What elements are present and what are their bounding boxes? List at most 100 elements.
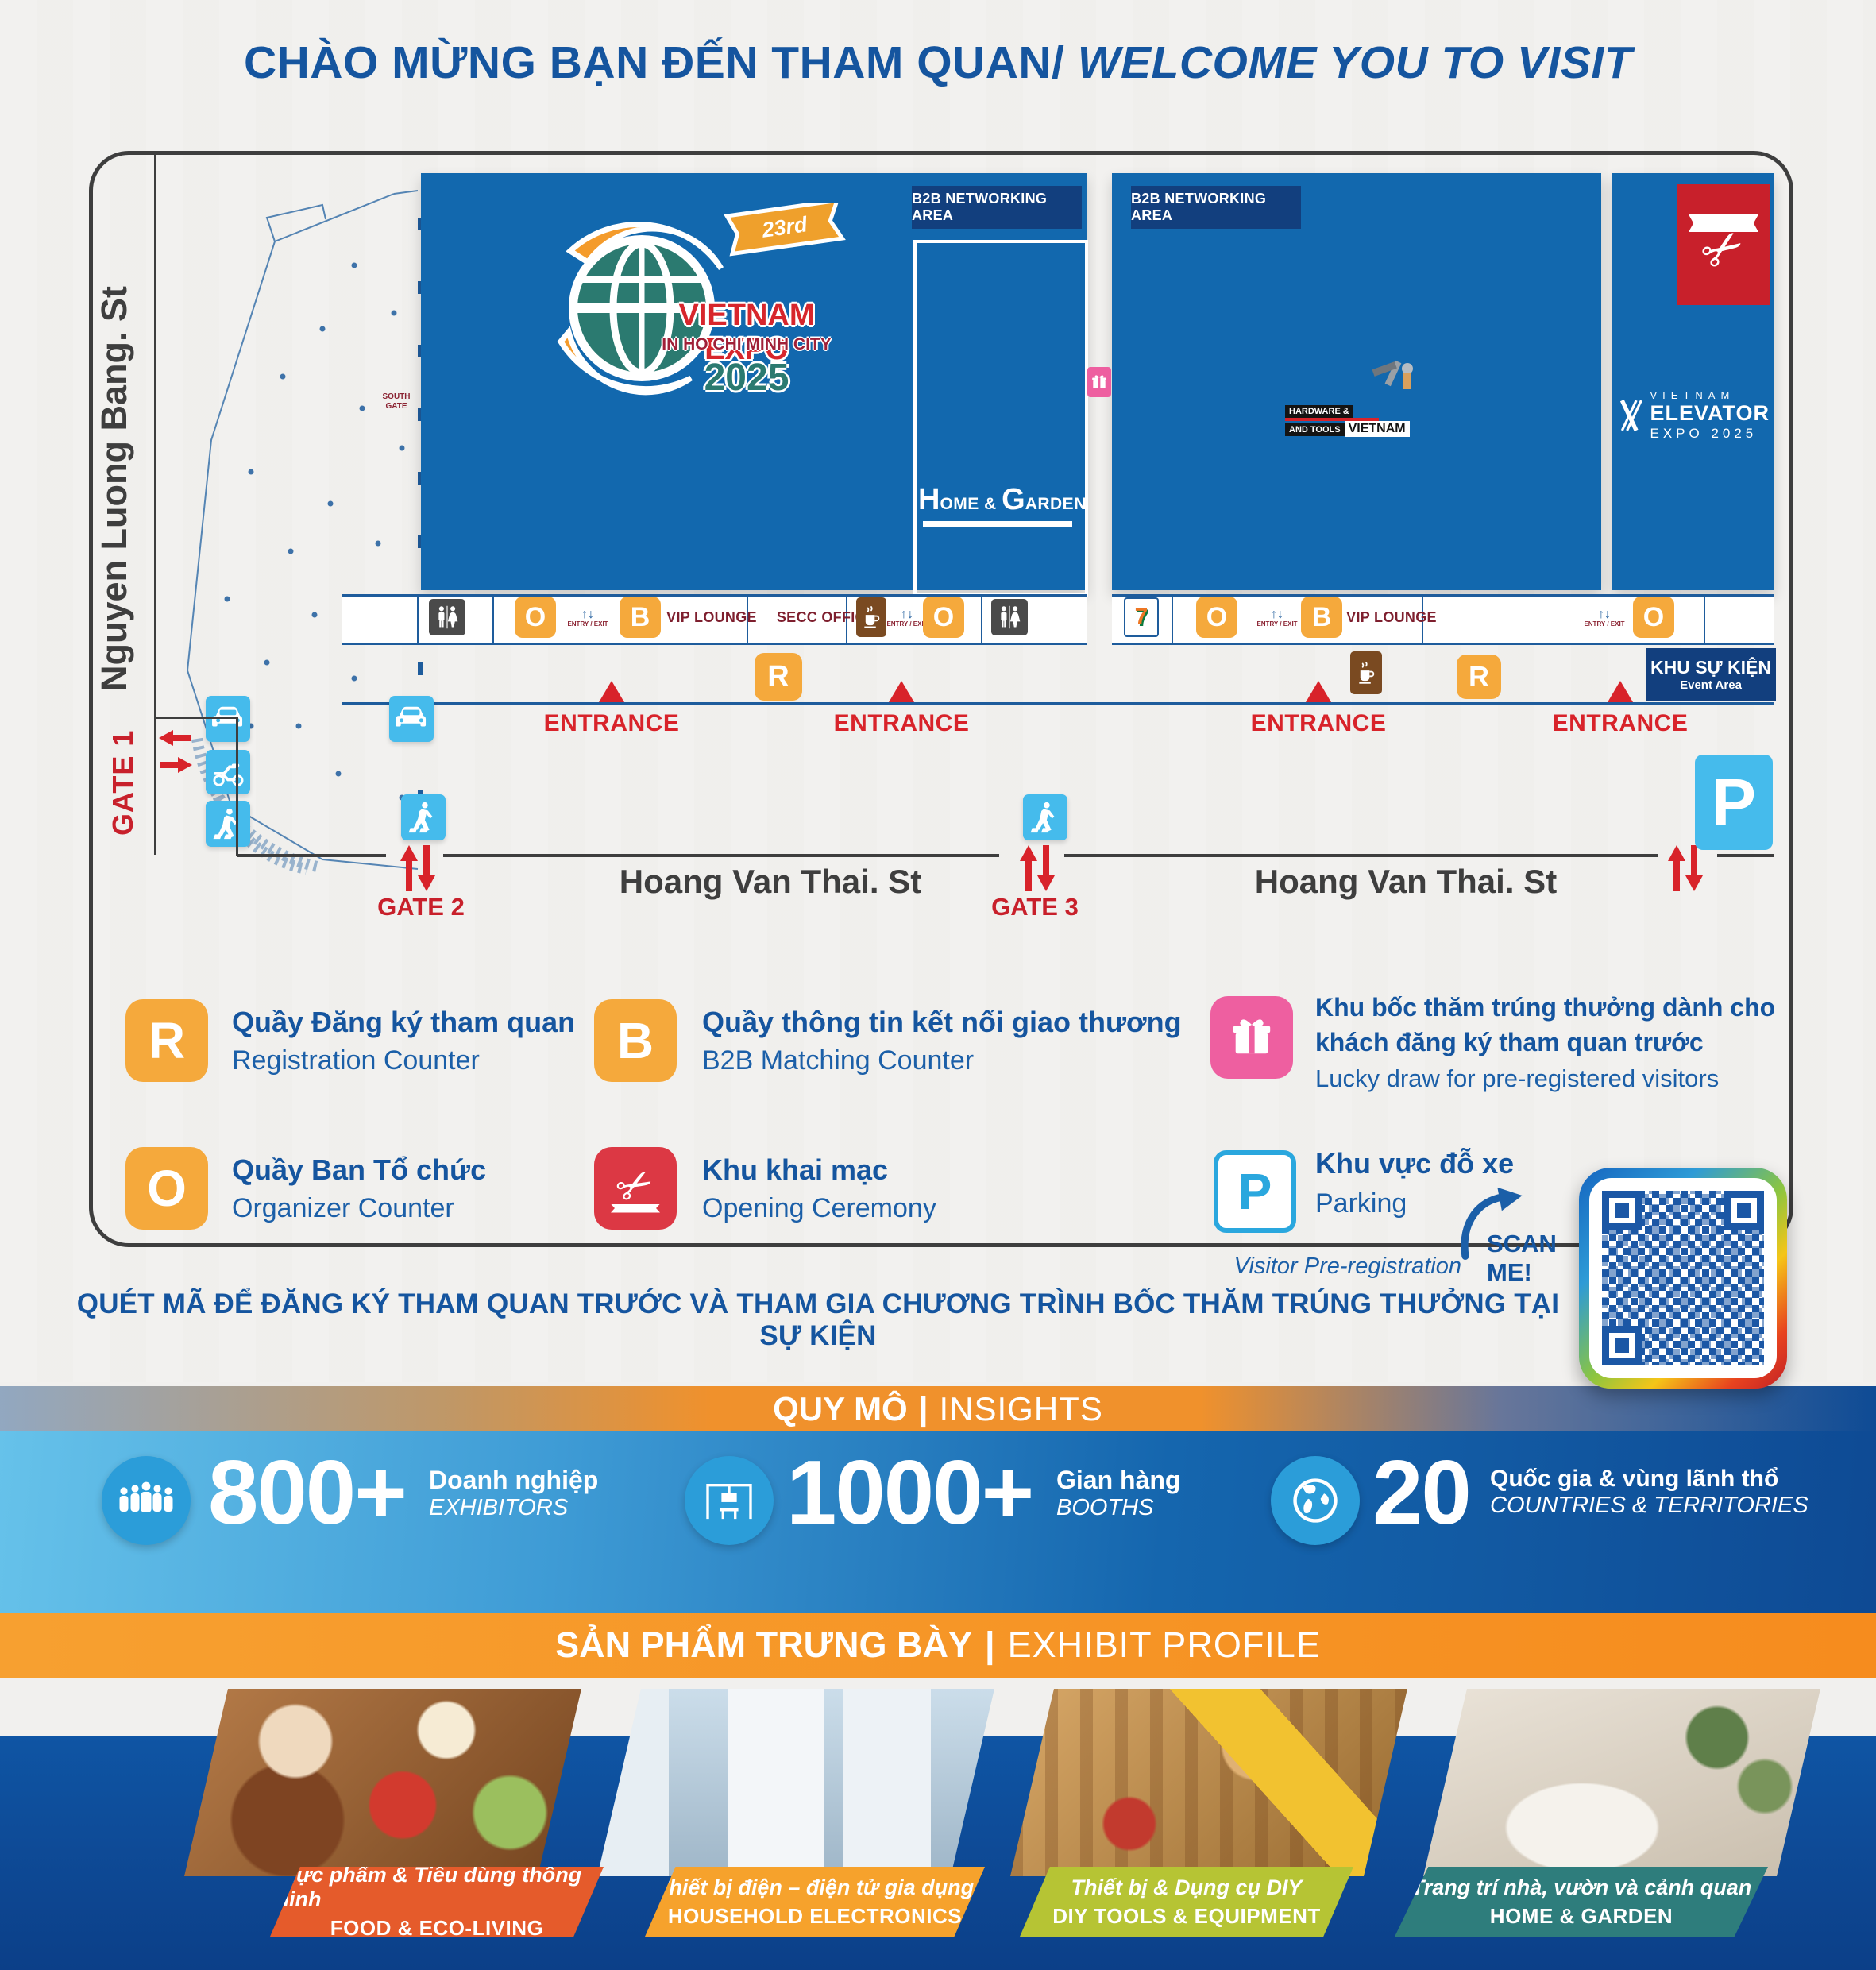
hardware-logo-line1: HARDWARE & — [1285, 405, 1353, 418]
legend-b2b-badge: B — [594, 999, 677, 1082]
qr-code — [1579, 1168, 1787, 1389]
parking-updown-arrows — [1668, 845, 1703, 891]
entrance-label: ENTRANCE — [1552, 710, 1689, 736]
stat-booths-vi: Gian hàng — [1056, 1466, 1181, 1494]
floorplan-sketch — [186, 190, 423, 875]
elevator-logo-country: VIETNAM — [1650, 389, 1735, 401]
legend-lucky-vi1: Khu bốc thăm trúng thưởng dành cho — [1315, 993, 1776, 1022]
exhibitors-icon — [102, 1456, 191, 1545]
expo-logo-year: 2025 — [704, 357, 789, 399]
category-food-vi: Thực phẩm & Tiêu dùng thông minh — [270, 1863, 582, 1911]
lucky-draw-spot — [1087, 367, 1111, 397]
home-garden-g: G — [1002, 483, 1025, 516]
legend-organizer-vi: Quầy Ban Tổ chức — [232, 1153, 487, 1186]
stat-exhibitors-vi: Doanh nghiệp — [429, 1466, 599, 1494]
b2b-networking-area-2: B2B NETWORKING AREA — [1131, 186, 1301, 229]
car-access-icon — [206, 696, 250, 742]
legend-b2b-en: B2B Matching Counter — [702, 1045, 975, 1076]
motorbike-access-icon — [206, 750, 250, 794]
legend-organizer-badge: O — [125, 1147, 208, 1230]
ribbon-icon — [611, 1203, 660, 1213]
exhibit-title-vi: SẢN PHẨM TRƯNG BÀY — [555, 1624, 972, 1665]
expo-logo-name: VIETNAM EXPO — [678, 299, 815, 366]
home-garden-zone — [913, 240, 1088, 597]
insights-band: QUY MÔ | INSIGHTS 800+ Doanh nghiệp EXHI… — [0, 1386, 1876, 1613]
restroom-icon — [991, 599, 1028, 635]
category-food-en: FOOD & ECO-LIVING — [330, 1916, 544, 1940]
vip-lounge-label-2: VIP LOUNGE — [1346, 608, 1437, 625]
entrance-label: ENTRANCE — [833, 710, 970, 736]
scan-word: SCAN — [1487, 1230, 1557, 1257]
pedestrian-crossing-icon — [401, 794, 446, 840]
category-label-diy: Thiết bị & Dụng cụ DIY DIY TOOLS & EQUIP… — [1020, 1867, 1353, 1937]
category-label-home: Trang trí nhà, vườn và cảnh quan HOME & … — [1395, 1867, 1768, 1937]
booths-icon — [685, 1456, 774, 1545]
gift-icon — [1092, 375, 1106, 388]
curved-arrow-icon — [1461, 1187, 1523, 1260]
entrance-arrow — [1608, 681, 1633, 702]
south-gate-label: SOUTH GATE — [382, 392, 411, 411]
elevator-x-icon — [1619, 399, 1642, 432]
street-line — [443, 854, 999, 857]
stat-countries-labels: Quốc gia & vùng lãnh thổ COUNTRIES & TER… — [1490, 1466, 1808, 1519]
elevator-logo-expo: EXPO 2025 — [1650, 426, 1758, 441]
category-photo-home — [1423, 1689, 1820, 1876]
legend-lucky-en: Lucky draw for pre-registered visitors — [1315, 1064, 1720, 1092]
vip-lounge-label-1: VIP LOUNGE — [666, 608, 757, 625]
street-name-left: Nguyen Luong Bang. St — [94, 286, 134, 691]
opening-ceremony-zone: ✂ — [1677, 184, 1770, 305]
legend-opening-vi: Khu khai mạc — [702, 1153, 889, 1186]
gate3-updown-arrows — [1020, 845, 1055, 891]
entrance-arrow — [889, 681, 914, 702]
stat-booths-labels: Gian hàng BOOTHS — [1056, 1466, 1180, 1521]
street-line — [1064, 854, 1658, 857]
legend-registration-vi: Quầy Đăng ký tham quan — [232, 1006, 576, 1038]
legend-lucky-badge — [1210, 996, 1293, 1079]
qr-finder — [1602, 1191, 1642, 1230]
elevator-expo-logo: VIETNAM ELEVATOR EXPO 2025 — [1617, 384, 1770, 446]
category-home-en: HOME & GARDEN — [1489, 1903, 1673, 1928]
legend-b2b-vi: Quầy thông tin kết nối giao thương — [702, 1006, 1182, 1038]
qr-finder — [1602, 1326, 1642, 1365]
strip-divider — [1422, 597, 1423, 643]
category-photo-electronics — [597, 1689, 994, 1876]
entrance-label: ENTRANCE — [1250, 710, 1387, 736]
stat-exhibitors-en: EXHIBITORS — [429, 1495, 569, 1520]
category-home-vi: Trang trí nhà, vườn và cảnh quan — [1411, 1875, 1752, 1899]
gate3-label: GATE 3 — [991, 893, 1079, 921]
organizer-counter-marker: O — [1633, 597, 1674, 638]
pedestrian-crossing-icon — [206, 801, 250, 847]
legend-opening-en: Opening Ceremony — [702, 1193, 936, 1223]
exhibit-profile-header: SẢN PHẨM TRƯNG BÀY | EXHIBIT PROFILE — [0, 1613, 1876, 1678]
legend-opening-badge: ✂ — [594, 1147, 677, 1230]
stat-booths-en: BOOTHS — [1056, 1495, 1154, 1520]
street-line — [1717, 854, 1774, 857]
entry-exit-marker: ↑↓ ENTRY / EXIT — [1256, 607, 1298, 628]
exhibit-divider: | — [984, 1624, 995, 1665]
registration-counter-marker: R — [755, 653, 802, 701]
legend-parking-vi: Khu vực đỗ xe — [1315, 1147, 1515, 1180]
vietnam-expo-globe-icon — [557, 222, 724, 396]
pedestrian-crossing-icon — [1023, 794, 1067, 840]
stat-exhibitors-value: 800+ — [208, 1443, 407, 1543]
strip-divider — [846, 597, 847, 643]
legend-registration-en: Registration Counter — [232, 1045, 480, 1076]
organizer-counter-marker: O — [1196, 597, 1237, 638]
street-line — [237, 854, 386, 857]
globe-icon — [1271, 1456, 1360, 1545]
category-photo-food — [184, 1689, 581, 1876]
b2b-networking-area-1: B2B NETWORKING AREA — [912, 186, 1082, 229]
hardware-logo-line2: AND TOOLS — [1285, 423, 1345, 436]
category-photo-diy — [1010, 1689, 1407, 1876]
hardware-logo-red-stripe — [1285, 418, 1379, 421]
elevator-logo-name: ELEVATOR — [1650, 401, 1770, 425]
stat-exhibitors-labels: Doanh nghiệp EXHIBITORS — [429, 1466, 598, 1521]
hardware-logo-box: HARDWARE & AND TOOLS VIETNAM — [1285, 404, 1428, 437]
category-label-food: Thực phẩm & Tiêu dùng thông minh FOOD & … — [270, 1867, 604, 1937]
gate1-direction-arrows — [159, 730, 192, 773]
category-electronics-vi: Thiết bị điện – điện tử gia dụng — [655, 1875, 975, 1899]
event-area-vi: KHU SỰ KIỆN — [1650, 657, 1771, 678]
strip-divider — [981, 597, 982, 643]
category-diy-vi: Thiết bị & Dụng cụ DIY — [1071, 1875, 1303, 1899]
stat-countries-en: COUNTRIES & TERRITORIES — [1490, 1493, 1808, 1518]
